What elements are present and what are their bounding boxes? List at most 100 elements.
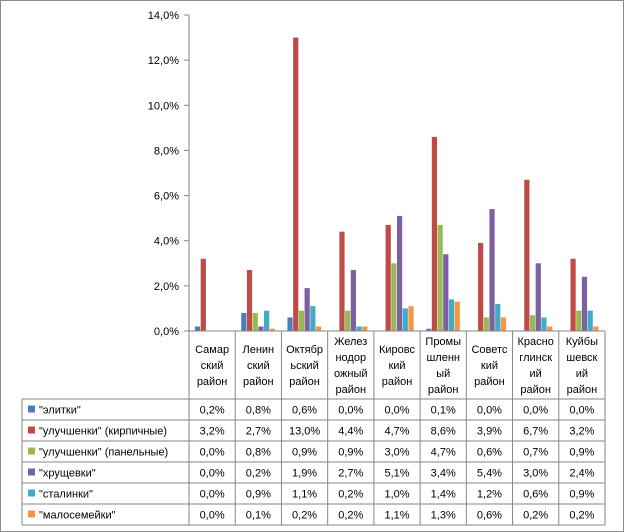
table-cell: 0,0% (200, 510, 225, 522)
bar (570, 258, 576, 331)
bar (287, 317, 293, 331)
bar (448, 299, 455, 331)
bar (356, 326, 362, 331)
bar (310, 306, 316, 331)
table-cell: 2,4% (569, 468, 594, 480)
series-label: "улучшенки" (кирпичные) (39, 426, 167, 438)
bar (529, 315, 536, 331)
y-tick-label: 0,0% (154, 326, 179, 338)
category-label: Красно (517, 336, 553, 348)
bar (195, 326, 201, 331)
table-cell: 2,7% (246, 426, 271, 438)
category-label: Желез (334, 336, 367, 348)
table-cell: 0,9% (246, 489, 271, 501)
bar (524, 179, 530, 331)
category-label: Ленин (243, 344, 275, 356)
bar (443, 254, 449, 331)
bar (437, 224, 443, 331)
category-label: район (289, 376, 320, 388)
bar (489, 209, 495, 331)
table-cell: 3,2% (569, 426, 594, 438)
table-cell: 0,0% (200, 447, 225, 459)
category-label: кий (481, 360, 498, 372)
category-label: Советс (471, 344, 507, 356)
category-label: Кировс (379, 344, 416, 356)
table-cell: 0,2% (523, 510, 548, 522)
bar (385, 224, 391, 331)
table-cell: 0,6% (292, 405, 317, 417)
category-label: район (567, 384, 598, 396)
table-cell: 6,7% (523, 426, 548, 438)
table-cell: 0,2% (292, 510, 317, 522)
table-cell: 13,0% (289, 426, 320, 438)
y-tick-label: 6,0% (154, 191, 179, 203)
table-cell: 0,2% (200, 405, 225, 417)
table-cell: 4,7% (431, 447, 456, 459)
legend-key (28, 405, 35, 413)
bar (315, 326, 322, 331)
bar (500, 317, 507, 331)
table-cell: 0,2% (246, 468, 271, 480)
bar (576, 310, 582, 331)
legend-key (28, 447, 35, 455)
bar (547, 326, 553, 331)
bar (298, 310, 305, 331)
category-label: ский (201, 360, 224, 372)
legend-key (28, 489, 35, 497)
category-label: глинск (519, 352, 552, 364)
category-label: Октябр (286, 344, 323, 356)
bar (495, 303, 501, 331)
category-label: ый (436, 368, 450, 380)
table-cell: 2,7% (338, 468, 363, 480)
table-cell: 1,2% (477, 489, 502, 501)
table-cell: 0,7% (523, 447, 548, 459)
table-cell: 1,4% (431, 489, 456, 501)
table-cell: 0,0% (569, 405, 594, 417)
bar (258, 326, 264, 331)
bar (345, 310, 351, 331)
table-cell: 0,0% (384, 405, 409, 417)
bar (397, 215, 403, 331)
y-tick-label: 14,0% (148, 10, 179, 22)
bar (339, 231, 345, 331)
bar (293, 37, 299, 331)
category-label: ий (530, 368, 542, 380)
table-cell: 0,0% (200, 489, 225, 501)
legend-key (28, 426, 35, 434)
table-cell: 0,0% (523, 405, 548, 417)
table-cell: 3,0% (384, 447, 409, 459)
category-label: район (520, 384, 551, 396)
category-label: ский (247, 360, 270, 372)
bar (431, 136, 438, 331)
table-cell: 0,2% (338, 510, 363, 522)
category-label: район (474, 376, 505, 388)
legend-key (28, 468, 35, 476)
category-label: шевск (566, 352, 597, 364)
bar (581, 276, 588, 331)
table-cell: 0,2% (569, 510, 594, 522)
table-cell: 0,9% (569, 489, 594, 501)
bar (350, 270, 356, 331)
bar (269, 328, 275, 331)
bar (478, 242, 484, 331)
table-cell: 1,3% (431, 510, 456, 522)
bar (408, 306, 414, 331)
category-label: шленн (426, 352, 460, 364)
bar (541, 317, 547, 331)
table-cell: 0,9% (569, 447, 594, 459)
table-cell: 0,0% (477, 405, 502, 417)
legend-key (28, 510, 35, 518)
table-cell: 0,8% (246, 405, 271, 417)
bar (402, 308, 408, 331)
table-cell: 0,1% (431, 405, 456, 417)
category-label: ий (576, 368, 588, 380)
table-cell: 0,6% (477, 510, 502, 522)
series-label: "малосемейки" (39, 510, 116, 522)
y-tick-label: 10,0% (148, 100, 179, 112)
table-cell: 0,9% (292, 447, 317, 459)
category-label: район (335, 384, 366, 396)
table-cell: 3,0% (523, 468, 548, 480)
bar (200, 258, 206, 331)
